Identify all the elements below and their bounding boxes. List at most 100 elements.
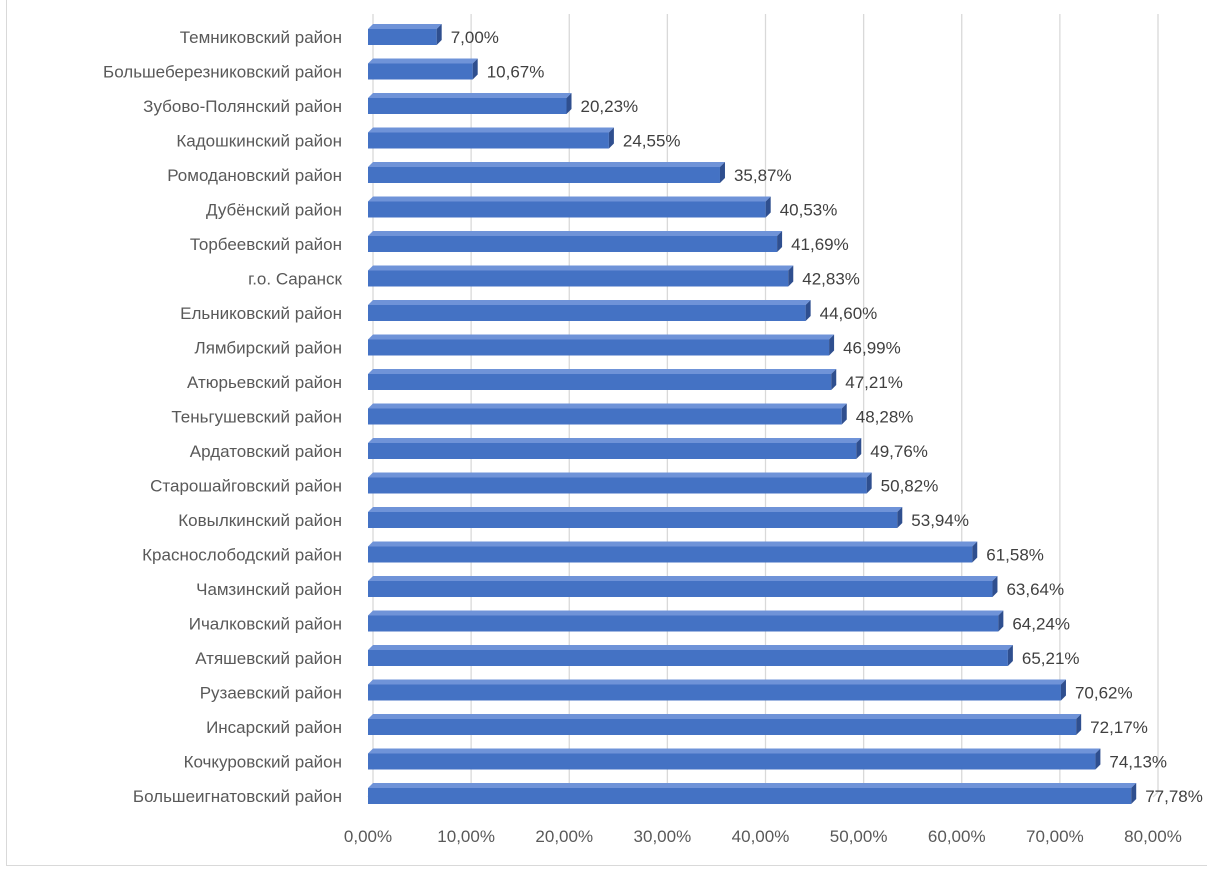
data-label: 74,13% — [1109, 753, 1167, 772]
data-label: 35,87% — [734, 166, 792, 185]
bar — [368, 231, 783, 252]
category-label: Темниковский район — [180, 28, 342, 47]
category-label: Чамзинский район — [196, 580, 342, 599]
bar-top-face — [368, 300, 811, 305]
bar-front-face — [368, 477, 867, 494]
bar-side-face — [719, 162, 725, 183]
bar-top-face — [368, 24, 442, 29]
category-label: Ардатовский район — [190, 442, 342, 461]
data-label: 48,28% — [856, 408, 914, 427]
bar-side-face — [472, 58, 478, 80]
bar-top-face — [368, 403, 847, 409]
bar-top-face — [368, 334, 835, 340]
category-label: Краснослободский район — [142, 546, 342, 565]
bar-side-face — [436, 24, 442, 45]
x-tick-label: 70,00% — [1026, 827, 1084, 846]
x-tick-label: 20,00% — [535, 827, 593, 846]
x-tick-label: 0,00% — [344, 827, 392, 846]
data-label: 47,21% — [845, 373, 903, 392]
bar — [368, 334, 835, 356]
data-label: 64,24% — [1012, 615, 1070, 634]
category-label: Рузаевский район — [200, 684, 342, 703]
bar-front-face — [368, 270, 789, 287]
bar — [368, 196, 771, 218]
bar — [368, 645, 1013, 666]
bar — [368, 610, 1004, 632]
bar — [368, 679, 1066, 701]
x-tick-label: 10,00% — [437, 827, 495, 846]
data-label: 24,55% — [623, 132, 681, 151]
bar-top-face — [368, 783, 1137, 788]
bar-top-face — [368, 576, 998, 581]
data-label: 72,17% — [1090, 718, 1148, 737]
bar — [368, 127, 614, 149]
tick-labels: 0,00% 10,00% 20,00% 30,00% 40,00% 50,00% 60,00… — [344, 827, 1182, 846]
bar-front-face — [368, 615, 999, 632]
bar-front-face — [368, 684, 1061, 701]
bar-front-face — [368, 305, 806, 321]
category-label: г.о. Саранск — [248, 270, 342, 289]
bar-side-face — [866, 472, 872, 494]
data-label: 44,60% — [820, 304, 878, 323]
x-tick-label: 30,00% — [634, 827, 692, 846]
data-label: 40,53% — [780, 201, 838, 220]
data-labels: 7,00% 10,67% 20,23% 24,55% 35,87% 40,53% 41,69… — [451, 28, 1203, 806]
bar-side-face — [1060, 679, 1066, 701]
bar-side-face — [1131, 783, 1137, 804]
data-label: 50,82% — [881, 477, 939, 496]
bar-top-face — [368, 507, 903, 512]
bar-side-face — [566, 93, 572, 114]
bar-side-face — [856, 438, 862, 459]
category-label: Атяшевский район — [195, 649, 342, 668]
bar-top-face — [368, 610, 1004, 616]
category-label: Кочкуровский район — [184, 753, 342, 772]
bar-side-face — [831, 369, 837, 390]
bar-side-face — [998, 610, 1004, 632]
category-labels: Темниковский район Большеберезниковский р… — [103, 28, 343, 806]
x-tick-label: 80,00% — [1124, 827, 1182, 846]
category-label: Лямбирский район — [195, 339, 342, 358]
category-label: Ичалковский район — [189, 615, 342, 634]
bars — [368, 24, 1137, 804]
category-label: Атюрьевский район — [187, 373, 342, 392]
data-label: 65,21% — [1022, 649, 1080, 668]
bar-side-face — [829, 334, 835, 356]
bar-top-face — [368, 438, 862, 443]
bar-front-face — [368, 719, 1077, 735]
bar-front-face — [368, 63, 473, 80]
bar-top-face — [368, 369, 837, 374]
bar-top-face — [368, 748, 1101, 754]
data-label: 61,58% — [986, 546, 1044, 565]
bar — [368, 541, 978, 563]
category-label: Ельниковский район — [180, 304, 342, 323]
bar-front-face — [368, 512, 898, 528]
bar-front-face — [368, 408, 842, 425]
category-label: Старошайговский район — [150, 477, 342, 496]
bar-front-face — [368, 167, 720, 183]
bar — [368, 369, 837, 390]
category-label: Большеигнатовский район — [133, 787, 342, 806]
bar-front-face — [368, 339, 830, 356]
gridline-floor — [1152, 791, 1159, 798]
category-label: Торбеевский район — [190, 235, 342, 254]
bar-front-face — [368, 132, 609, 149]
bar-top-face — [368, 231, 783, 236]
bar-side-face — [1007, 645, 1013, 666]
bar-side-face — [788, 265, 794, 287]
bar-front-face — [368, 443, 857, 459]
bar-side-face — [1076, 714, 1082, 735]
data-label: 70,62% — [1075, 684, 1133, 703]
category-label: Дубёнский район — [206, 201, 342, 220]
bar-side-face — [1095, 748, 1101, 770]
bar — [368, 472, 872, 494]
data-label: 42,83% — [802, 270, 860, 289]
bar-side-face — [805, 300, 811, 321]
bar-top-face — [368, 127, 614, 133]
bar-front-face — [368, 650, 1008, 666]
bar-top-face — [368, 472, 872, 478]
bar-side-face — [992, 576, 998, 597]
bar — [368, 783, 1137, 804]
bar — [368, 300, 811, 321]
